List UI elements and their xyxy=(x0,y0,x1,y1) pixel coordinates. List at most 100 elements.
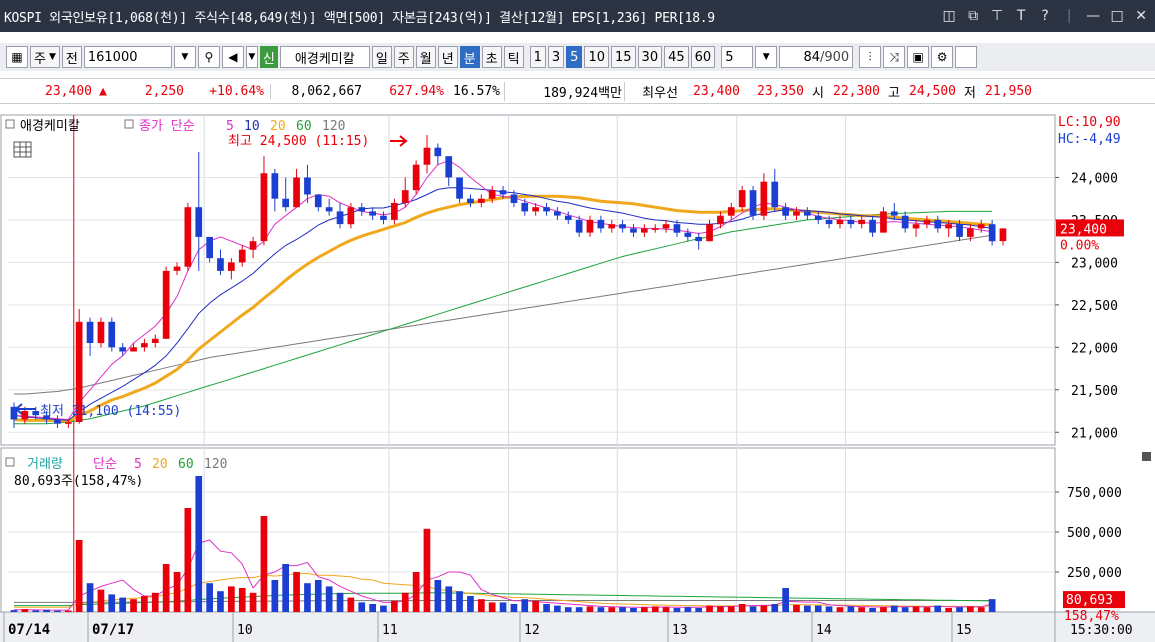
candle-settings-icon[interactable]: ⫶ xyxy=(859,46,882,68)
chevron-down-icon[interactable]: ▼ xyxy=(173,46,196,68)
volume-legend-period: 20 xyxy=(152,457,168,472)
help-icon[interactable]: ? xyxy=(1041,8,1049,24)
volume-bar xyxy=(293,572,300,612)
price-legend-ma: 120 xyxy=(322,119,345,134)
interval-45[interactable]: 45 xyxy=(664,46,689,68)
volume-bar xyxy=(967,606,974,612)
count-input[interactable]: 5 xyxy=(721,46,754,68)
candle-body xyxy=(314,194,322,208)
volume-bar xyxy=(380,605,387,612)
interval-15[interactable]: 15 xyxy=(611,46,636,68)
candle-body xyxy=(586,219,594,233)
window-icon[interactable]: ⧉ xyxy=(968,8,978,24)
period-day[interactable]: 일 xyxy=(371,46,392,68)
volume-bar xyxy=(890,605,898,612)
volume-bar xyxy=(304,583,311,612)
date-label: 13 xyxy=(672,623,688,638)
low-price: 21,950 xyxy=(985,83,1032,99)
candle-body xyxy=(336,211,344,225)
price-tick-label: 23,000 xyxy=(1071,256,1118,271)
chevron-down-icon[interactable]: ▼ xyxy=(755,46,778,68)
period-month[interactable]: 월 xyxy=(415,46,436,68)
volume-bar xyxy=(108,594,116,612)
checkbox[interactable] xyxy=(955,46,978,68)
volume-bar xyxy=(608,607,616,612)
save-icon[interactable]: ▣ xyxy=(907,46,930,68)
volume-bar xyxy=(228,586,235,612)
chart-area[interactable]: 24,00023,50023,00022,50022,00021,50021,0… xyxy=(0,112,1155,642)
candle-body xyxy=(771,181,779,208)
close-icon[interactable]: ✕ xyxy=(1135,8,1147,24)
shin-badge[interactable]: 신 xyxy=(259,46,278,68)
range-total: /900 xyxy=(819,49,850,65)
current-price-label: 23,400 xyxy=(1060,222,1107,237)
range-field[interactable]: 84/900 xyxy=(779,46,854,68)
indicator-icon[interactable]: ⤨ xyxy=(883,46,906,68)
candle-body xyxy=(54,419,61,424)
volume-bar xyxy=(499,602,507,612)
interval-1[interactable]: 1 xyxy=(529,46,546,68)
volume-bar xyxy=(412,572,420,612)
volume-bar xyxy=(401,592,409,612)
candle-body xyxy=(478,198,485,203)
current-volume-box xyxy=(1063,591,1125,609)
change-percent: +10.64% xyxy=(209,83,264,99)
candle-body xyxy=(575,219,583,233)
price-tick-label: 21,000 xyxy=(1071,426,1118,441)
candle-body xyxy=(32,411,40,416)
volume-bar xyxy=(260,516,268,612)
menu-icon[interactable]: ▦ xyxy=(6,46,28,68)
restore-icon[interactable]: ◫ xyxy=(942,8,956,24)
candle-body xyxy=(282,198,289,208)
font-icon[interactable]: T xyxy=(1016,8,1026,24)
candle-body xyxy=(434,147,442,157)
date-label: 11 xyxy=(382,623,398,638)
period-minute[interactable]: 분 xyxy=(459,46,480,68)
volume-bar xyxy=(325,586,333,612)
jeon-button[interactable]: 전 xyxy=(61,46,82,68)
volume-bar xyxy=(977,607,985,612)
volume-bar xyxy=(858,607,865,612)
period-second[interactable]: 초 xyxy=(481,46,502,68)
candle-body xyxy=(206,236,213,259)
current-price-box xyxy=(1056,219,1124,237)
interval-5[interactable]: 5 xyxy=(566,46,583,68)
period-label: 주 xyxy=(34,51,46,67)
period-tick[interactable]: 틱 xyxy=(503,46,524,68)
pin-icon[interactable]: ⊤ xyxy=(991,8,1003,24)
candle-body xyxy=(260,173,268,242)
candle-body xyxy=(749,190,757,216)
code-input[interactable]: 161000 xyxy=(83,46,172,68)
grid-toggle-lines xyxy=(14,142,31,157)
price-tick-label: 22,000 xyxy=(1071,341,1118,356)
candle-body xyxy=(695,236,702,242)
current-volume-label: 80,693 xyxy=(1066,593,1113,608)
stock-chart[interactable]: 24,00023,50023,00022,50022,00021,50021,0… xyxy=(0,112,1155,642)
volume-bar xyxy=(206,583,213,612)
volume-bar xyxy=(456,591,463,612)
gear-icon[interactable]: ⚙ xyxy=(931,46,954,68)
candle-body xyxy=(564,215,572,220)
speaker-icon[interactable]: ◀ xyxy=(221,46,244,68)
period-select[interactable]: 주 ▼ xyxy=(30,46,60,68)
period-week[interactable]: 주 xyxy=(393,46,414,68)
date-label: 12 xyxy=(524,623,540,638)
interval-3[interactable]: 3 xyxy=(547,46,565,68)
toolbar: ▦ 주 ▼ 전 161000 ▼ ⚲ ◀ ▼ 신 애경케미칼 일 주 월 년 분 … xyxy=(0,43,1155,71)
volume-bar xyxy=(956,607,963,612)
best-quote-label: 최우선 xyxy=(624,81,678,101)
candle-body xyxy=(391,202,398,220)
search-icon[interactable]: ⚲ xyxy=(197,46,220,68)
stock-name-field[interactable]: 애경케미칼 xyxy=(279,46,370,68)
minimize-icon[interactable]: — xyxy=(1086,8,1100,24)
chevron-down-icon[interactable]: ▼ xyxy=(245,46,258,68)
period-year[interactable]: 년 xyxy=(437,46,458,68)
candle-body xyxy=(141,343,148,348)
interval-10[interactable]: 10 xyxy=(584,46,609,68)
candle-body xyxy=(847,219,855,225)
candle-body xyxy=(423,147,431,165)
interval-30[interactable]: 30 xyxy=(637,46,663,68)
interval-60[interactable]: 60 xyxy=(690,46,716,68)
volume-bar xyxy=(195,476,203,612)
maximize-icon[interactable]: □ xyxy=(1110,8,1124,24)
